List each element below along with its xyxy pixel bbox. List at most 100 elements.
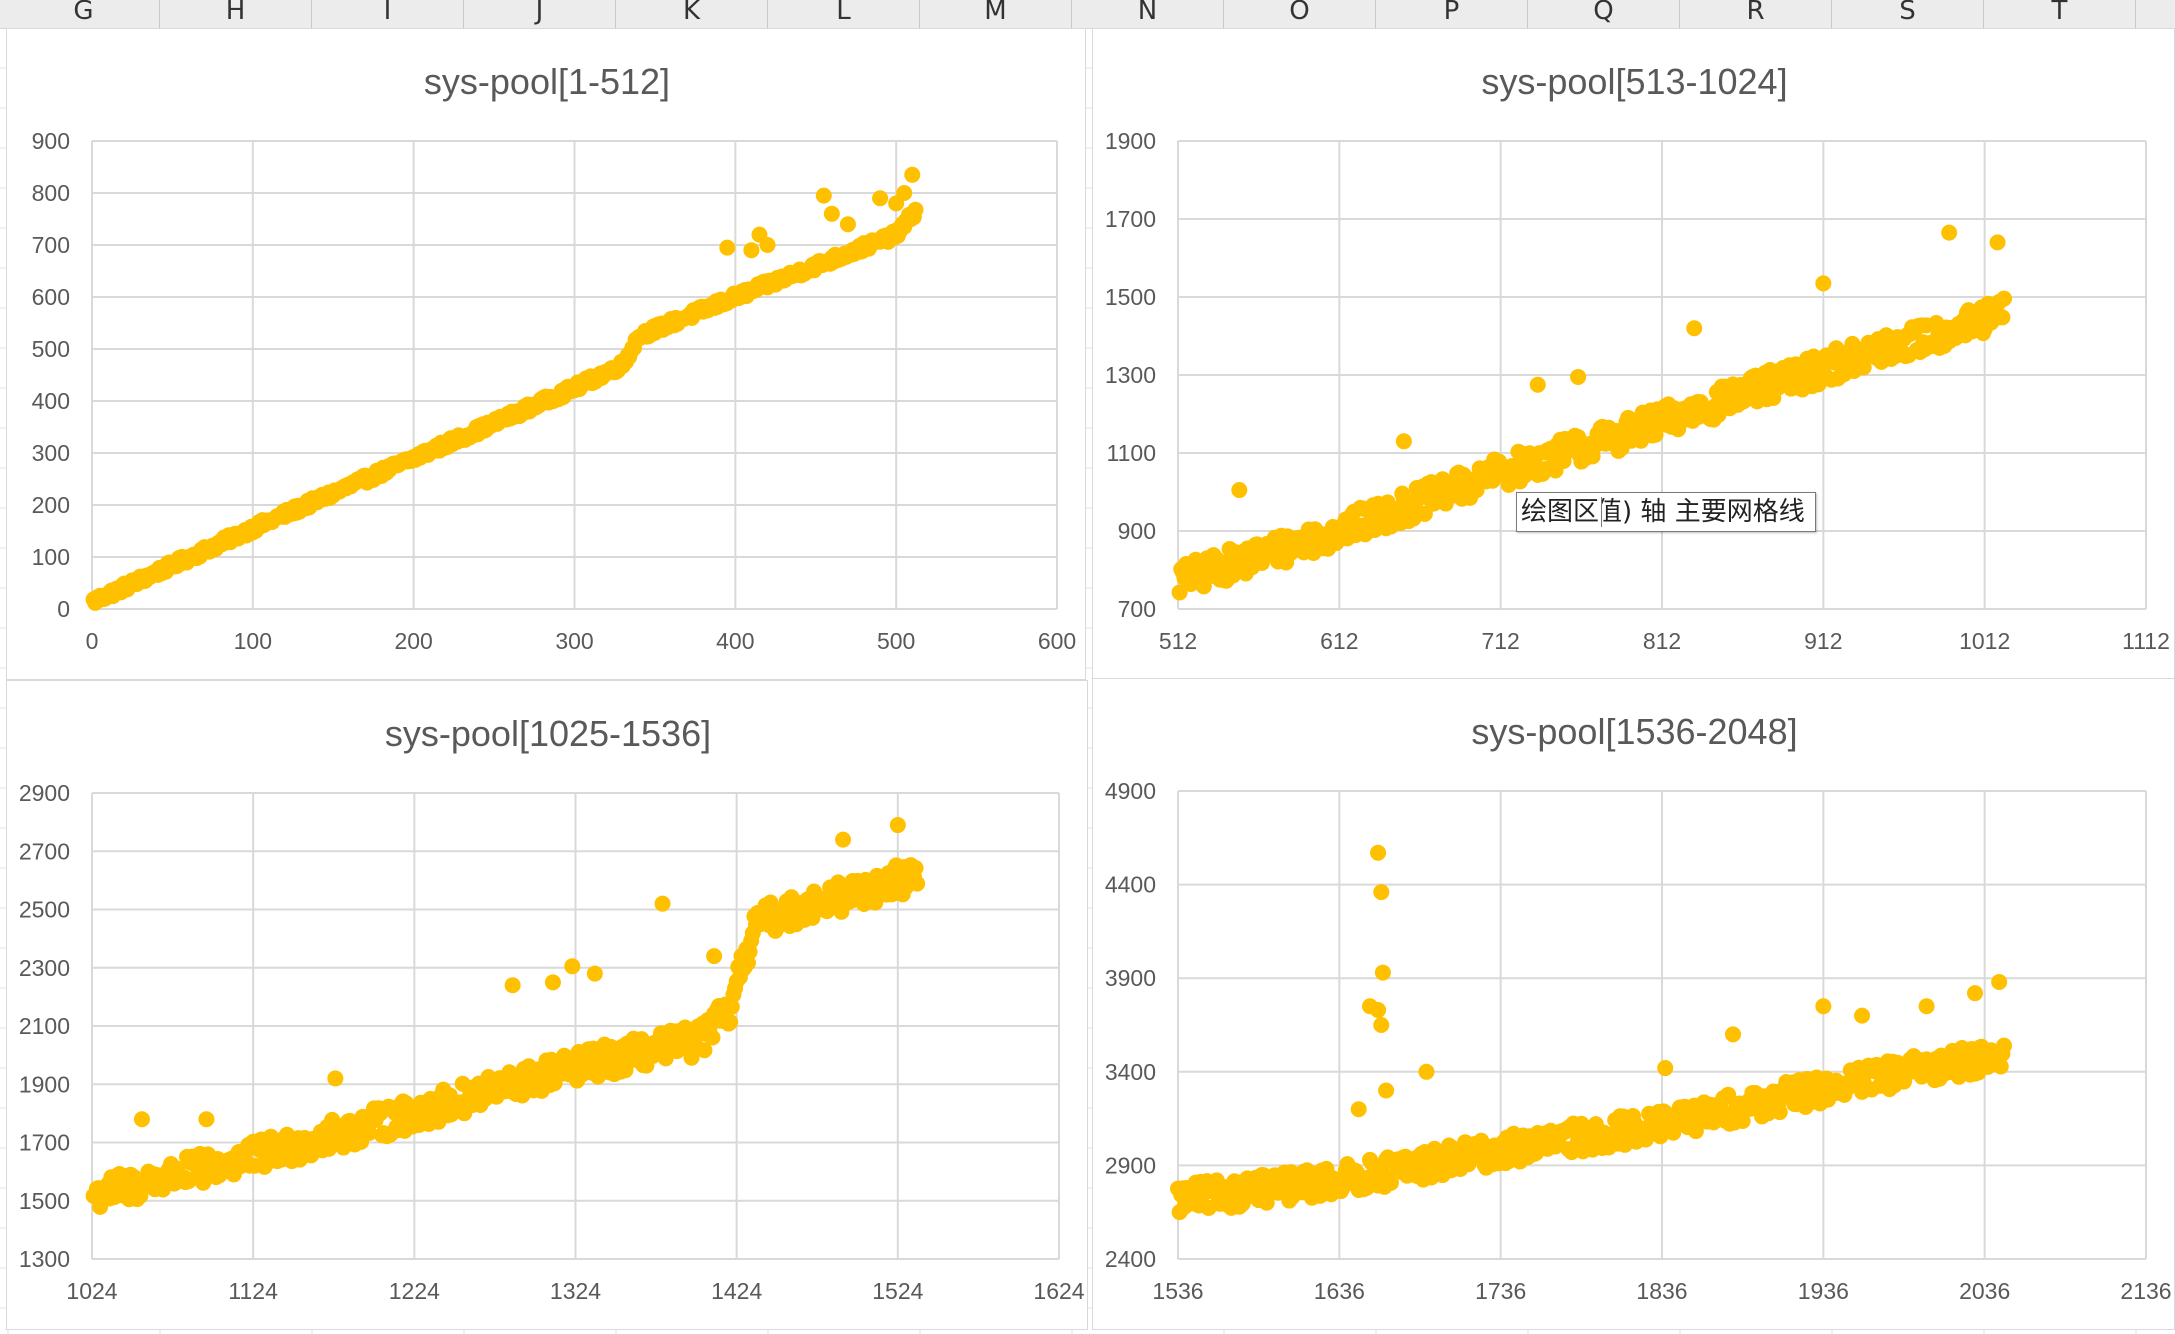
data-point[interactable] <box>1966 985 1983 1002</box>
column-header-l[interactable]: L <box>768 0 920 28</box>
data-point[interactable] <box>704 1029 721 1046</box>
data-point[interactable] <box>723 998 740 1015</box>
x-tick-label: 2036 <box>1959 1278 2010 1304</box>
data-point[interactable] <box>823 205 840 222</box>
data-point[interactable] <box>544 974 561 991</box>
column-header-p[interactable]: P <box>1376 0 1528 28</box>
y-tick-label: 700 <box>1118 596 1156 622</box>
column-header-g[interactable]: G <box>8 0 160 28</box>
data-point[interactable] <box>1686 320 1703 337</box>
data-point[interactable] <box>1231 482 1248 499</box>
chart-sys-pool-1025-1536[interactable]: sys-pool[1025-1536] 1300 1500 1700 1900 2100 2… <box>6 680 1088 1330</box>
data-point[interactable] <box>1370 844 1387 861</box>
column-header-m[interactable]: M <box>920 0 1072 28</box>
data-point[interactable] <box>1370 1002 1387 1019</box>
data-series[interactable] <box>85 817 926 1215</box>
column-header-s[interactable]: S <box>1832 0 1984 28</box>
data-point[interactable] <box>1815 275 1832 292</box>
data-point[interactable] <box>743 242 760 259</box>
chart-svg: sys-pool[1-512] 0 100 200 300 400 500 600 700 800… <box>32 61 1077 654</box>
data-point[interactable] <box>1815 998 1832 1015</box>
data-point[interactable] <box>907 201 924 218</box>
chart-sys-pool-513-1024[interactable]: sys-pool[513-1024] 700 900 1100 1300 1500 1700… <box>1092 28 2175 680</box>
data-point[interactable] <box>759 237 776 253</box>
column-header-j[interactable]: J <box>464 0 616 28</box>
data-point[interactable] <box>1854 1007 1871 1024</box>
data-point[interactable] <box>1224 567 1241 584</box>
column-header-i[interactable]: I <box>312 0 464 28</box>
data-point[interactable] <box>1994 309 2011 326</box>
data-point[interactable] <box>133 1111 150 1128</box>
chart-title[interactable]: sys-pool[1536-2048] <box>1471 711 1797 752</box>
data-point[interactable] <box>1373 884 1390 901</box>
data-point[interactable] <box>1720 1086 1737 1103</box>
column-header-q[interactable]: Q <box>1528 0 1680 28</box>
data-point[interactable] <box>1373 1017 1390 1033</box>
data-point[interactable] <box>835 831 852 848</box>
data-point[interactable] <box>872 190 889 207</box>
y-tick-label: 400 <box>32 388 70 414</box>
column-header-o[interactable]: O <box>1224 0 1376 28</box>
data-point[interactable] <box>1996 1037 2013 1054</box>
data-point[interactable] <box>1570 368 1587 385</box>
data-point[interactable] <box>361 1124 378 1141</box>
chart-title[interactable]: sys-pool[1025-1536] <box>385 713 711 754</box>
y-tick-label: 1300 <box>19 1246 70 1272</box>
y-tick-label: 100 <box>32 544 70 570</box>
y-tick-label: 2100 <box>19 1013 70 1039</box>
data-point[interactable] <box>1171 584 1188 601</box>
data-point[interactable] <box>1374 964 1391 981</box>
data-point[interactable] <box>1989 234 2006 251</box>
data-point[interactable] <box>1991 973 2008 990</box>
data-point[interactable] <box>706 948 723 965</box>
data-point[interactable] <box>198 1111 215 1128</box>
data-point[interactable] <box>1350 1101 1367 1118</box>
data-point[interactable] <box>195 1174 212 1191</box>
chart-title[interactable]: sys-pool[1-512] <box>424 61 670 102</box>
data-point[interactable] <box>654 895 671 912</box>
data-point[interactable] <box>896 185 913 201</box>
chart-sys-pool-1-512[interactable]: sys-pool[1-512] 0 100 200 300 400 500 600 700 800… <box>6 28 1086 680</box>
column-header-n[interactable]: N <box>1072 0 1224 28</box>
column-header-r[interactable]: R <box>1680 0 1832 28</box>
data-point[interactable] <box>1918 998 1935 1015</box>
data-point[interactable] <box>1771 1104 1788 1121</box>
column-header-h[interactable]: H <box>160 0 312 28</box>
data-point[interactable] <box>909 875 926 892</box>
data-point[interactable] <box>1657 1060 1674 1077</box>
data-point[interactable] <box>1992 1058 2009 1075</box>
data-point[interactable] <box>1996 290 2013 307</box>
data-point[interactable] <box>327 1070 344 1087</box>
data-point[interactable] <box>1395 433 1412 450</box>
data-point[interactable] <box>722 1013 739 1030</box>
data-point[interactable] <box>904 166 921 183</box>
x-tick-label: 812 <box>1643 628 1681 654</box>
data-point[interactable] <box>1855 359 1872 376</box>
data-point[interactable] <box>815 187 832 204</box>
chart-title[interactable]: sys-pool[513-1024] <box>1481 61 1787 102</box>
data-point[interactable] <box>696 1042 713 1059</box>
data-series[interactable] <box>1170 844 2013 1221</box>
chart-svg: sys-pool[513-1024] 700 900 1100 1300 1500 1700… <box>1105 61 2170 654</box>
column-header-k[interactable]: K <box>616 0 768 28</box>
data-point[interactable] <box>1378 1082 1395 1099</box>
data-point[interactable] <box>1941 224 1958 241</box>
data-point[interactable] <box>1382 1174 1399 1191</box>
data-point[interactable] <box>907 859 924 876</box>
x-tick-label: 1324 <box>550 1278 601 1304</box>
data-series[interactable] <box>85 166 924 611</box>
data-point[interactable] <box>1529 376 1546 393</box>
data-point[interactable] <box>839 216 856 233</box>
data-point[interactable] <box>719 239 736 256</box>
data-point[interactable] <box>1418 1063 1435 1080</box>
data-series[interactable] <box>1171 224 2013 601</box>
data-point[interactable] <box>564 958 581 975</box>
data-point[interactable] <box>889 817 906 834</box>
data-point[interactable] <box>1724 1026 1741 1043</box>
y-tick-label: 1700 <box>1105 206 1156 232</box>
column-header-t[interactable]: T <box>1984 0 2136 28</box>
chart-sys-pool-1536-2048[interactable]: sys-pool[1536-2048] 2400 2900 3400 3900 4400 4… <box>1092 678 2175 1330</box>
data-point[interactable] <box>504 977 521 994</box>
data-point[interactable] <box>586 965 603 982</box>
x-tick-label: 1736 <box>1475 1278 1526 1304</box>
